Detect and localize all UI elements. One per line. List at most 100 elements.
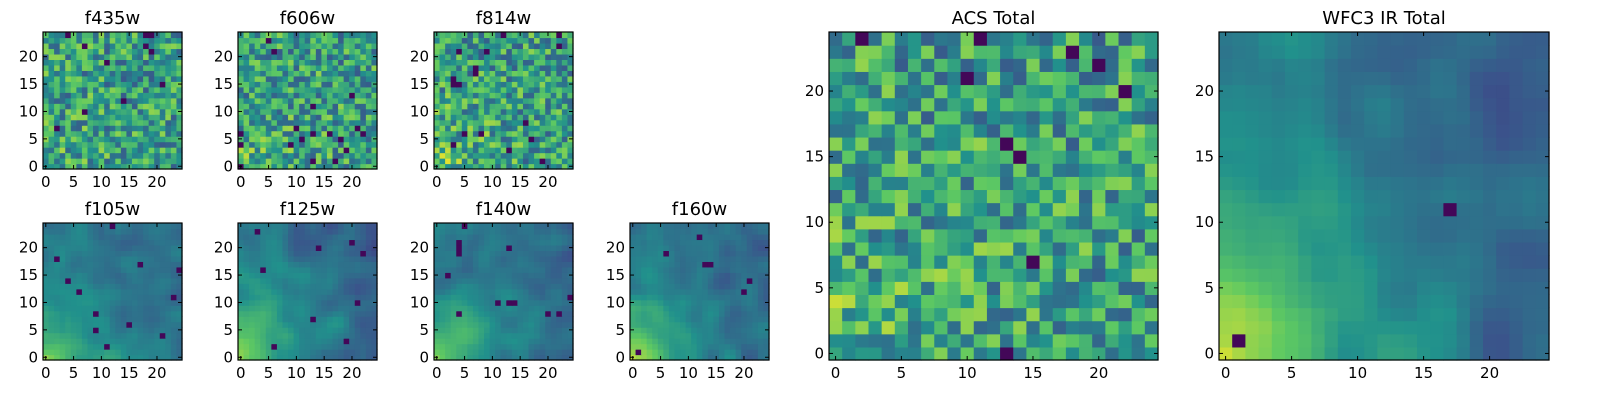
heatmap-cell xyxy=(131,48,139,55)
heatmap-cell xyxy=(143,158,150,165)
heatmap-cell xyxy=(254,255,261,262)
heatmap-cell xyxy=(288,255,295,262)
heatmap-cell xyxy=(556,332,563,339)
heatmap-cell xyxy=(332,299,339,306)
heatmap-cell xyxy=(842,150,856,164)
heatmap-cell xyxy=(65,233,72,241)
heatmap-cell xyxy=(456,136,463,143)
heatmap-cell xyxy=(332,103,339,110)
heatmap-cell xyxy=(1079,228,1093,243)
heatmap-cell xyxy=(343,37,350,44)
heatmap-cell xyxy=(517,75,524,82)
heatmap-cell xyxy=(517,305,524,312)
heatmap-cell xyxy=(646,250,653,257)
heatmap-cell xyxy=(674,294,681,301)
heatmap-cell xyxy=(550,354,557,361)
heatmap-cell xyxy=(315,283,322,290)
heatmap-cell xyxy=(338,294,345,301)
heatmap-cell xyxy=(131,163,139,170)
heatmap-cell xyxy=(360,283,367,290)
heatmap-cell xyxy=(109,92,116,99)
heatmap-cell xyxy=(254,130,261,137)
heatmap-cell xyxy=(338,163,345,170)
heatmap-cell xyxy=(445,321,452,328)
heatmap-cell xyxy=(65,354,72,361)
heatmap-cell xyxy=(48,228,55,235)
heatmap-cell xyxy=(332,316,339,323)
heatmap-cell xyxy=(434,277,441,284)
heatmap-cell xyxy=(76,81,83,88)
heatmap-cell xyxy=(265,125,272,132)
heatmap-cell xyxy=(556,223,563,230)
heatmap-cell xyxy=(276,42,284,50)
heatmap-cell xyxy=(478,321,485,328)
heatmap-cell xyxy=(539,354,546,361)
heatmap-cell xyxy=(321,266,328,273)
heatmap-cell xyxy=(511,223,518,230)
heatmap-cell xyxy=(450,332,457,339)
heatmap-cell xyxy=(276,233,284,241)
heatmap-cell xyxy=(724,332,731,339)
heatmap-cell xyxy=(561,125,569,132)
heatmap-cell xyxy=(1039,176,1054,191)
heatmap-cell xyxy=(685,343,692,350)
heatmap-cell xyxy=(741,244,748,251)
heatmap-cell xyxy=(81,244,89,251)
heatmap-cell xyxy=(271,32,278,39)
heatmap-cell xyxy=(310,223,317,230)
heatmap-cell xyxy=(299,338,306,345)
heatmap-cell xyxy=(500,48,507,55)
heatmap-cell xyxy=(176,141,183,148)
heatmap-cell xyxy=(265,272,272,279)
heatmap-cell xyxy=(371,321,378,328)
heatmap-cell xyxy=(691,255,698,262)
heatmap-cell xyxy=(338,321,345,328)
heatmap-cell xyxy=(1052,255,1067,269)
heatmap-cell xyxy=(360,81,367,88)
heatmap-cell xyxy=(456,108,463,115)
heatmap-cell xyxy=(986,307,1001,322)
heatmap-cell xyxy=(646,288,653,295)
y-tick-label: 5 xyxy=(28,130,38,148)
heatmap-cell xyxy=(137,125,144,132)
heatmap-cell xyxy=(59,338,66,345)
heatmap-cell xyxy=(657,288,664,295)
heatmap-cell xyxy=(702,305,709,312)
heatmap-cell xyxy=(445,266,452,273)
heatmap-cell xyxy=(752,244,759,251)
heatmap-cell xyxy=(276,305,284,312)
heatmap-cell xyxy=(310,321,317,328)
heatmap-cell xyxy=(550,332,557,339)
heatmap-cell xyxy=(59,283,66,290)
heatmap-cell xyxy=(1092,202,1106,217)
heatmap-cell xyxy=(338,261,345,268)
heatmap-cell xyxy=(472,114,480,121)
heatmap-cell xyxy=(321,299,328,306)
heatmap-cell xyxy=(630,239,637,246)
heatmap-cell xyxy=(868,228,883,243)
heatmap-cell xyxy=(489,147,496,154)
heatmap-cell xyxy=(445,294,452,301)
heatmap-cell xyxy=(567,266,574,273)
heatmap-cell xyxy=(326,299,334,306)
heatmap-cell xyxy=(360,228,367,235)
heatmap-cell xyxy=(48,332,55,339)
heatmap-cell xyxy=(506,97,513,104)
heatmap-cell xyxy=(126,53,133,60)
heatmap-cell xyxy=(668,305,676,312)
heatmap-cell xyxy=(120,343,127,350)
heatmap-cell xyxy=(484,125,491,132)
heatmap-cell xyxy=(332,288,339,295)
heatmap-cell xyxy=(752,305,759,312)
heatmap-cell xyxy=(434,316,441,323)
heatmap-cell xyxy=(104,163,111,170)
heatmap-cell xyxy=(137,228,144,235)
heatmap-cell xyxy=(54,261,61,268)
heatmap-cell xyxy=(746,228,753,235)
heatmap-cell xyxy=(120,141,127,148)
heatmap-cell xyxy=(630,338,637,345)
heatmap-cell xyxy=(65,294,72,301)
heatmap-cell xyxy=(131,338,139,345)
heatmap-cell xyxy=(539,305,546,312)
heatmap-cell xyxy=(109,53,116,60)
